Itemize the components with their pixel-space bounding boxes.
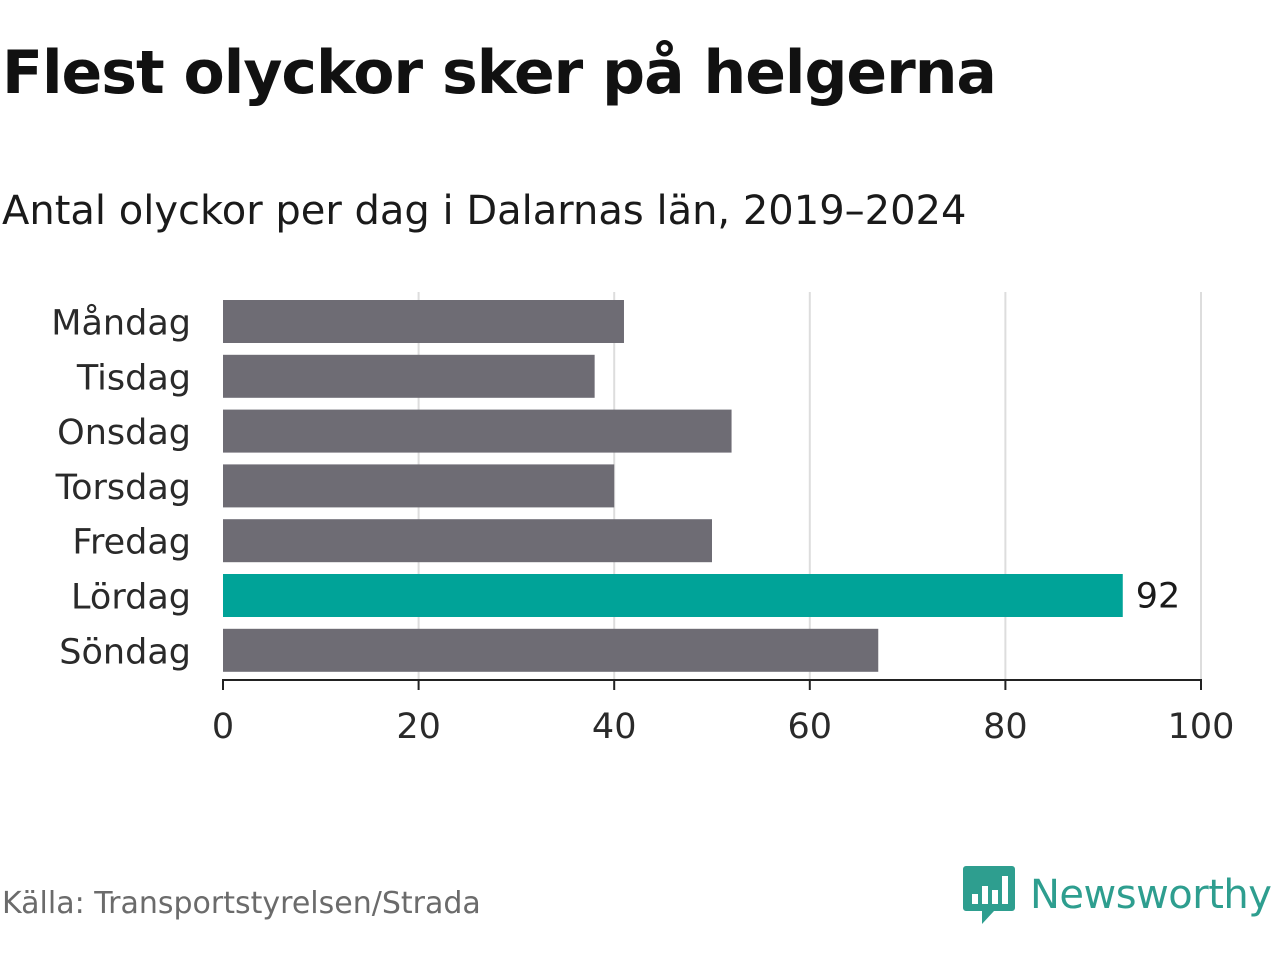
newsworthy-logo-icon (963, 866, 1015, 924)
bar-4 (223, 519, 712, 563)
category-label-6: Söndag (59, 632, 191, 672)
x-tick-label-5: 100 (1168, 707, 1235, 747)
bar-chart: Måndag Tisdag Onsdag Torsdag Fredag Lördag 92 S… (51, 292, 1235, 747)
x-tick-label-4: 80 (983, 707, 1028, 747)
x-tick-label-1: 20 (396, 707, 441, 747)
bar-2 (223, 409, 732, 453)
chart-title: Flest olyckor sker på helgerna (2, 38, 997, 108)
x-tick-label-3: 60 (788, 707, 833, 747)
source-note: Källa: Transportstyrelsen/Strada (2, 886, 481, 921)
category-label-1: Tisdag (76, 358, 191, 398)
data-label-5: 92 (1136, 577, 1181, 617)
x-tick-label-2: 40 (592, 707, 637, 747)
bar-3 (223, 464, 615, 508)
bar-0 (223, 300, 624, 343)
chart-subtitle: Antal olyckor per dag i Dalarnas län, 20… (2, 188, 967, 234)
category-label-4: Fredag (72, 523, 191, 563)
brand-name: Newsworthy (1030, 872, 1272, 918)
category-label-0: Måndag (51, 303, 191, 344)
category-label-3: Torsdag (55, 468, 191, 508)
category-label-5: Lördag (71, 578, 191, 618)
category-label-2: Onsdag (57, 413, 191, 453)
bar-1 (223, 354, 595, 398)
x-tick-label-0: 0 (212, 707, 234, 747)
brand-logo: Newsworthy (962, 862, 1272, 928)
bar-5 (223, 574, 1123, 617)
bar-6 (223, 628, 879, 672)
